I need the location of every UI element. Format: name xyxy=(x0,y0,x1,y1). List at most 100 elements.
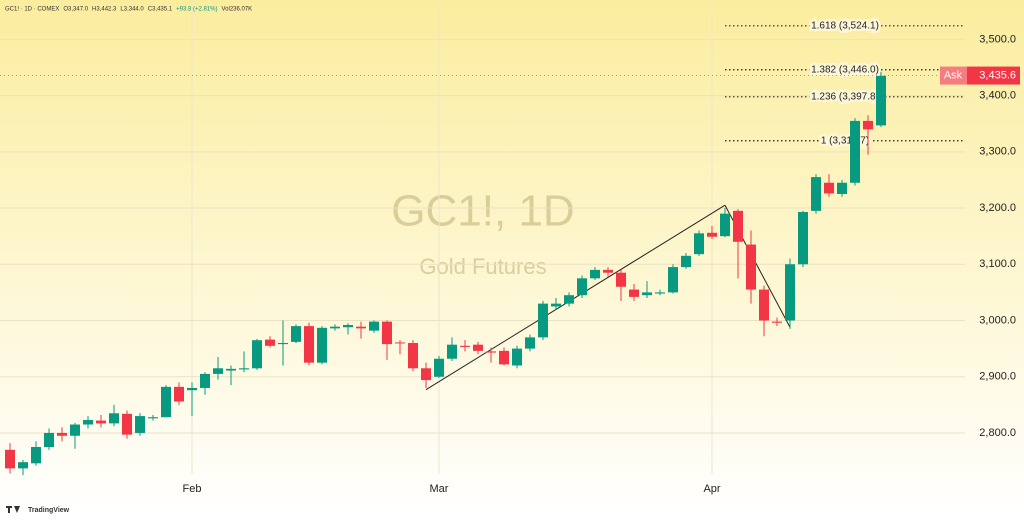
candle-body xyxy=(70,424,80,436)
ask-name: Ask xyxy=(944,69,963,81)
candle-body xyxy=(720,213,730,237)
header-item: GC1! · 1D · COMEX xyxy=(5,7,59,13)
candle-body xyxy=(408,342,418,369)
candle-body xyxy=(551,303,561,307)
candle-body xyxy=(850,120,860,183)
ask-price-tag xyxy=(967,66,1020,85)
candle-body xyxy=(421,368,431,381)
candle-body xyxy=(252,340,262,369)
candle-body xyxy=(785,264,795,321)
candle-body xyxy=(369,321,379,331)
candle-body xyxy=(460,345,470,347)
brand: TradingView xyxy=(28,507,70,514)
candle-body xyxy=(668,267,678,293)
header-item: C3,435.1 xyxy=(148,7,173,13)
candle-body xyxy=(564,295,574,304)
x-tick-label: Apr xyxy=(703,483,720,495)
brand-logo xyxy=(6,506,20,513)
header-item: +93.8 (+2.81%) xyxy=(176,7,217,13)
y-tick-label: 2,900.0 xyxy=(979,371,1016,383)
fib-label: 1.236 (3,397.8) xyxy=(811,91,879,102)
candle-body xyxy=(304,326,314,363)
y-tick-label: 3,200.0 xyxy=(979,202,1016,214)
candle-body xyxy=(148,417,158,419)
header-item: L3,344.0 xyxy=(120,7,144,13)
candle-body xyxy=(486,351,496,353)
candle-body xyxy=(239,368,249,370)
candle-body xyxy=(798,211,808,265)
candle-body xyxy=(512,348,522,366)
y-tick-label: 2,800.0 xyxy=(979,427,1016,439)
fib-label: 1.382 (3,446.0) xyxy=(811,64,879,75)
candle-body xyxy=(642,292,652,296)
candle-body xyxy=(135,416,145,433)
candle-body xyxy=(330,326,340,329)
candle-body xyxy=(57,432,67,436)
candle-body xyxy=(200,373,210,388)
candle-body xyxy=(343,324,353,328)
candle-body xyxy=(694,233,704,255)
fib-label: 1 (3,319.7) xyxy=(821,135,869,146)
candle-body xyxy=(759,289,769,321)
candle-body xyxy=(291,326,301,342)
candle-body xyxy=(278,342,288,345)
candle-body xyxy=(174,386,184,402)
candle-body xyxy=(317,327,327,363)
y-tick-label: 3,100.0 xyxy=(979,258,1016,270)
fib-label: 1.618 (3,524.1) xyxy=(811,20,879,31)
candle-body xyxy=(5,449,15,469)
candle-body xyxy=(122,413,132,435)
candle-body xyxy=(876,75,886,126)
y-tick-label: 3,500.0 xyxy=(979,33,1016,45)
header: GC1! · 1D · COMEX O3,347.0 H3,442.3 L3,344.… xyxy=(5,7,252,13)
candle-body xyxy=(655,292,665,294)
candle-body xyxy=(473,344,483,351)
x-tick-label: Mar xyxy=(430,483,449,495)
y-tick-label: 3,300.0 xyxy=(979,146,1016,158)
ask-price: 3,435.6 xyxy=(979,69,1016,81)
watermark-name: Gold Futures xyxy=(419,254,546,279)
candle-body xyxy=(18,462,28,469)
candle-body xyxy=(603,269,613,273)
candle-body xyxy=(772,321,782,323)
candle-body xyxy=(863,120,873,130)
candle-body xyxy=(629,289,639,297)
candle-body xyxy=(213,368,223,374)
candle-body xyxy=(96,420,106,424)
ask-tag xyxy=(940,66,967,85)
header-item: H3,442.3 xyxy=(92,7,117,13)
candle-body xyxy=(590,269,600,279)
candle-body xyxy=(356,326,366,329)
candle-body xyxy=(83,420,93,425)
trendline xyxy=(425,204,726,391)
candle-body xyxy=(837,182,847,194)
watermark-symbol: GC1!, 1D xyxy=(391,187,574,236)
candle-body xyxy=(499,350,509,365)
candle-body xyxy=(265,339,275,346)
candle-body xyxy=(187,387,197,391)
candle-body xyxy=(382,321,392,345)
candle-body xyxy=(616,272,626,287)
candle-body xyxy=(538,303,548,338)
candle-body xyxy=(226,368,236,371)
candle-body xyxy=(447,344,457,359)
candle-body xyxy=(31,447,41,464)
y-tick-label: 3,000.0 xyxy=(979,314,1016,326)
candle-body xyxy=(434,358,444,377)
x-tick-label: Feb xyxy=(183,483,202,495)
candle-body xyxy=(733,210,743,242)
candle-body xyxy=(395,342,405,344)
header-item: O3,347.0 xyxy=(63,7,88,13)
y-tick-label: 3,400.0 xyxy=(979,89,1016,101)
header-item: Vol236.07K xyxy=(221,7,252,13)
candle-body xyxy=(746,244,756,290)
candle-body xyxy=(161,386,171,418)
candle-body xyxy=(577,278,587,296)
candle-body xyxy=(681,255,691,268)
candle-body xyxy=(811,177,821,211)
candle-body xyxy=(707,232,717,237)
candle-body xyxy=(44,432,54,448)
candle-body xyxy=(824,182,834,194)
candle-body xyxy=(109,413,119,424)
